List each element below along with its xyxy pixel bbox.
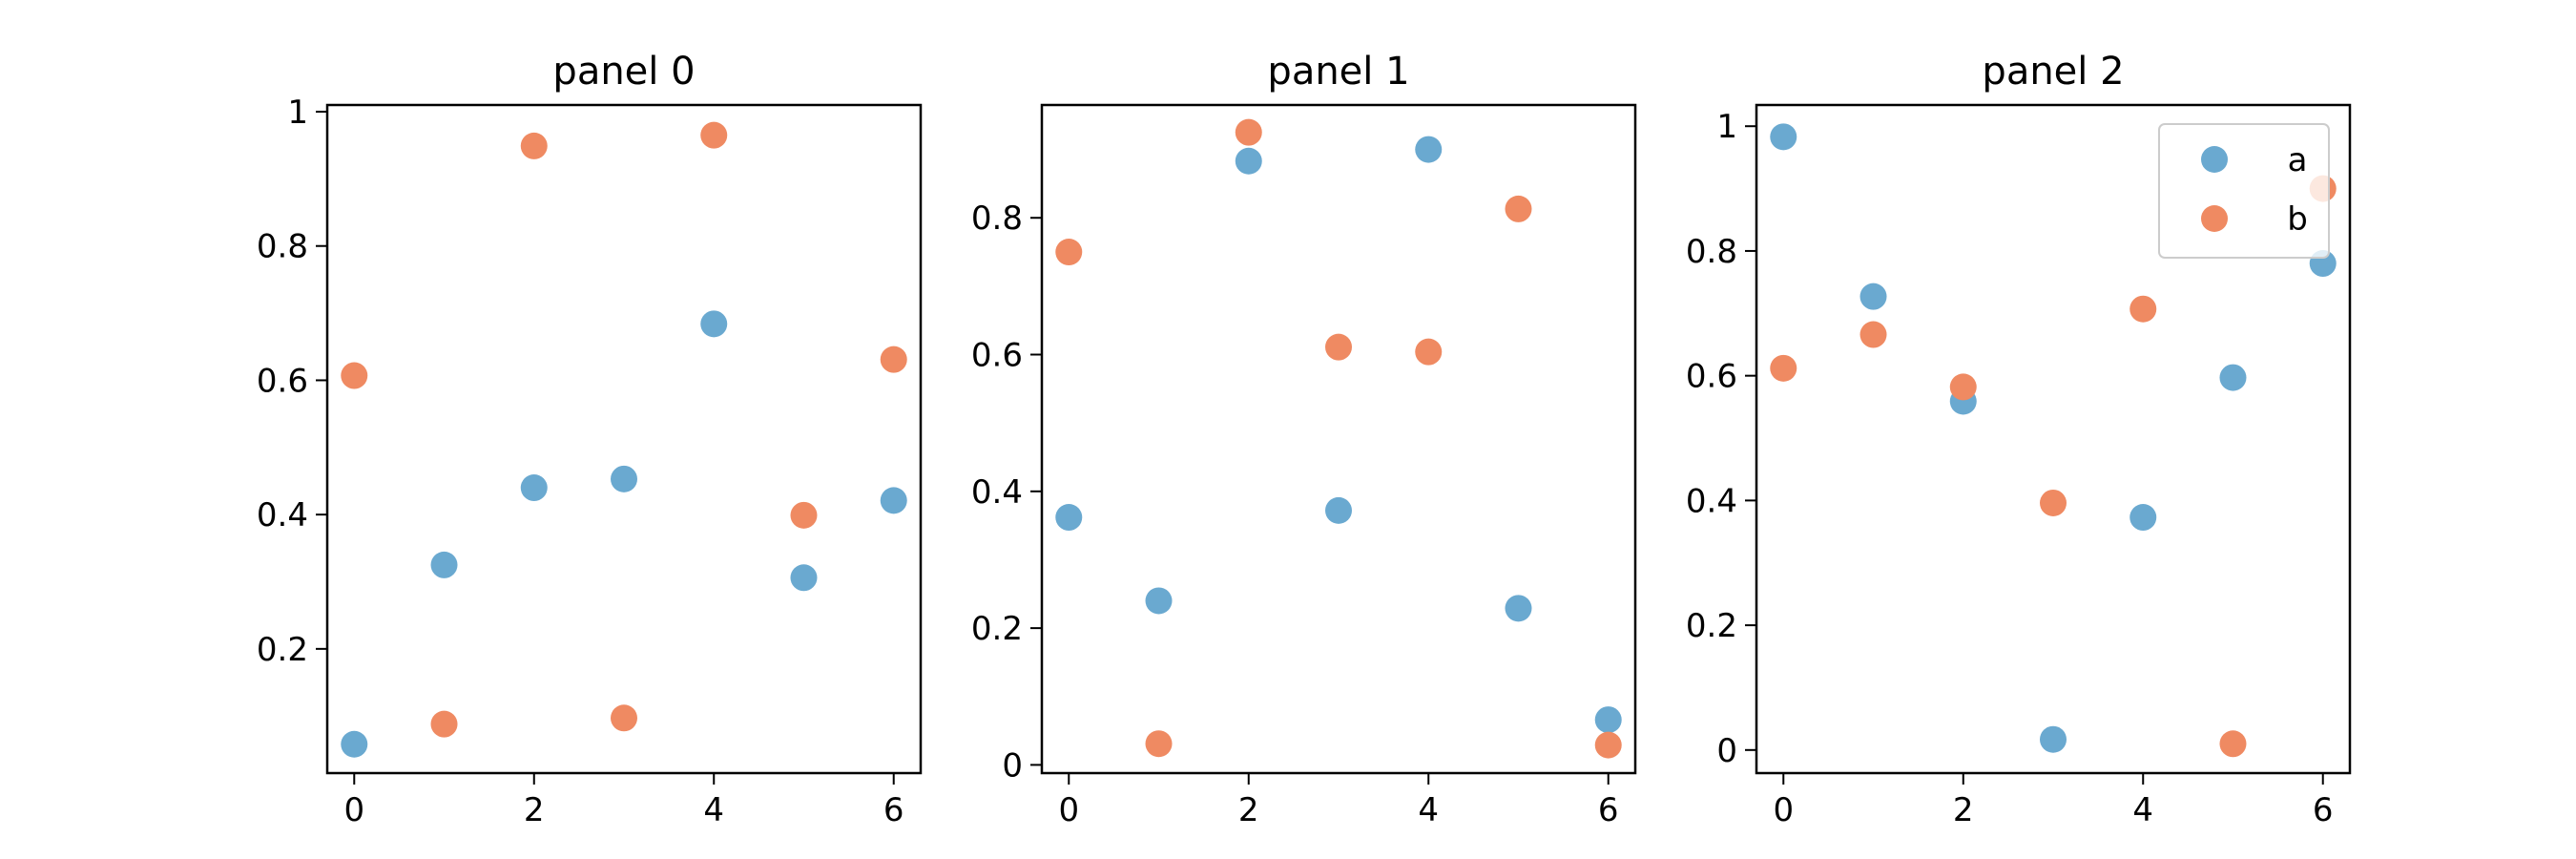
point-a [2040, 725, 2067, 753]
point-b [1055, 239, 1083, 266]
y-tick-label: 0.8 [971, 199, 1023, 238]
point-a [1859, 283, 1887, 310]
point-b [520, 132, 548, 159]
point-b [430, 710, 458, 738]
x-tick-label: 4 [703, 791, 724, 829]
point-b [1594, 731, 1622, 759]
y-tick-label: 0.8 [257, 228, 308, 266]
x-tick-label: 0 [343, 791, 364, 829]
x-tick-label: 0 [1058, 791, 1079, 829]
point-b [880, 346, 907, 373]
point-a [520, 474, 548, 502]
point-a [2129, 504, 2157, 532]
axes-frame [1040, 103, 1637, 775]
point-b [1235, 118, 1262, 146]
y-tick-label: 0.2 [257, 631, 308, 669]
point-b [1325, 333, 1352, 361]
panel-title: panel 0 [552, 50, 695, 94]
axes-frame [325, 103, 923, 775]
point-a [790, 564, 818, 592]
x-tick-label: 4 [1418, 791, 1439, 829]
point-b [1949, 373, 1977, 401]
panel-title: panel 2 [1982, 50, 2124, 94]
point-a [1055, 504, 1083, 532]
legend: ab [2158, 123, 2330, 259]
y-tick-label: 0 [1002, 746, 1023, 785]
y-tick-label: 0 [1716, 732, 1737, 770]
y-tick-label: 0.2 [971, 610, 1023, 648]
panel-0: panel 0 0 2 4 6 0.2 0.4 0.6 0.8 1 [257, 50, 923, 829]
panel-2: panel 2 0 2 4 6 0 0.2 0.4 0.6 0.8 1 ab [1686, 50, 2352, 829]
legend-marker-b [2201, 205, 2228, 232]
y-tick-label: 0.6 [971, 337, 1023, 375]
x-tick-label: 6 [1598, 791, 1619, 829]
point-a [430, 551, 458, 578]
panel-title: panel 1 [1267, 50, 1409, 94]
x-tick-label: 6 [883, 791, 904, 829]
point-a [1325, 496, 1352, 524]
x-tick-label: 2 [1953, 791, 1974, 829]
point-b [2129, 295, 2157, 323]
point-a [2219, 364, 2247, 391]
point-b [700, 121, 728, 149]
point-a [341, 730, 368, 758]
point-b [2219, 730, 2247, 758]
point-b [1415, 338, 1443, 366]
x-tick-label: 2 [1238, 791, 1259, 829]
point-a [1415, 136, 1443, 163]
x-tick-label: 2 [524, 791, 545, 829]
y-tick-label: 0.6 [1686, 358, 1737, 396]
y-tick-label: 0.4 [1686, 482, 1737, 520]
point-a [700, 310, 728, 338]
y-tick-label: 0.4 [971, 473, 1023, 512]
y-tick-label: 1 [1716, 108, 1737, 146]
legend-label-b: b [2287, 200, 2308, 239]
legend-marker-a [2201, 146, 2228, 173]
axes-frame [1755, 103, 2352, 775]
point-b [1505, 195, 1532, 222]
point-b [1145, 730, 1173, 758]
point-b [1770, 354, 1797, 382]
point-a [1505, 595, 1532, 622]
y-tick-label: 1 [287, 94, 308, 132]
point-b [611, 704, 637, 732]
point-b [341, 362, 368, 389]
y-tick-label: 0.6 [257, 362, 308, 400]
panel-1: panel 1 0 2 4 6 0 0.2 0.4 0.6 0.8 [971, 50, 1637, 829]
y-tick-label: 0.2 [1686, 607, 1737, 645]
point-a [1594, 706, 1622, 734]
point-b [790, 501, 818, 529]
point-a [880, 487, 907, 514]
point-b [2040, 489, 2067, 516]
y-tick-label: 0.8 [1686, 233, 1737, 271]
x-tick-label: 0 [1773, 791, 1794, 829]
x-tick-label: 6 [2313, 791, 2334, 829]
y-tick-label: 0.4 [257, 496, 308, 534]
x-tick-label: 4 [2132, 791, 2153, 829]
point-a [1145, 587, 1173, 615]
point-a [611, 465, 637, 492]
point-b [1859, 321, 1887, 348]
point-a [1235, 147, 1262, 175]
point-a [1770, 123, 1797, 151]
legend-label-a: a [2288, 141, 2308, 179]
